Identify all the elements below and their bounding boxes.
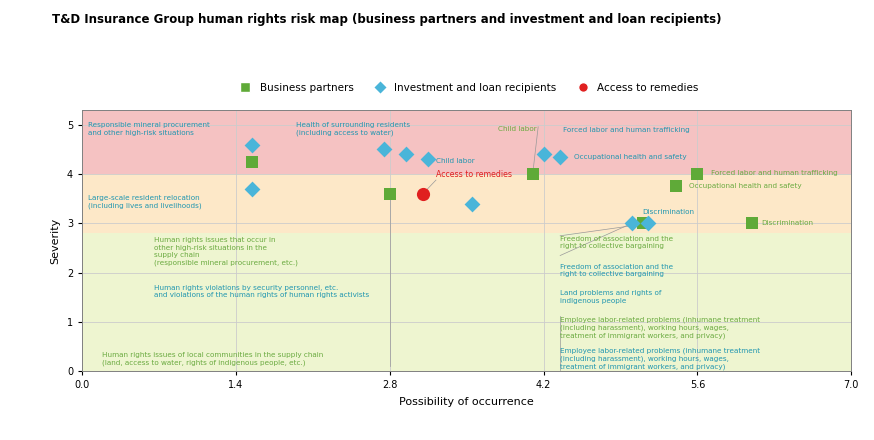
Point xyxy=(537,151,551,158)
Text: Land problems and rights of
indigenous people: Land problems and rights of indigenous p… xyxy=(560,290,662,304)
Point xyxy=(553,154,567,161)
Bar xyxy=(82,233,851,371)
Point xyxy=(416,191,430,198)
Text: Human rights issues of local communities in the supply chain
(land, access to wa: Human rights issues of local communities… xyxy=(102,352,323,366)
Point xyxy=(246,185,260,192)
Text: Employee labor-related problems (inhumane treatment
(including harassment), work: Employee labor-related problems (inhuman… xyxy=(560,348,760,370)
Point xyxy=(669,183,683,190)
Point xyxy=(625,220,639,227)
Text: Freedom of association and the
right to collective bargaining: Freedom of association and the right to … xyxy=(560,236,673,249)
Point xyxy=(641,220,655,227)
Text: Responsible mineral procurement
and other high-risk situations: Responsible mineral procurement and othe… xyxy=(87,122,210,136)
Point xyxy=(635,220,649,227)
Text: Access to remedies: Access to remedies xyxy=(436,170,512,179)
Text: Discrimination: Discrimination xyxy=(642,209,695,215)
Point xyxy=(383,191,397,198)
Y-axis label: Severity: Severity xyxy=(50,218,60,264)
Point xyxy=(746,220,760,227)
Text: Occupational health and safety: Occupational health and safety xyxy=(689,183,801,190)
Point xyxy=(399,151,413,158)
Text: Freedom of association and the
right to collective bargaining: Freedom of association and the right to … xyxy=(560,264,673,277)
Text: Child labor: Child labor xyxy=(436,158,475,164)
Text: Forced labor and human trafficking: Forced labor and human trafficking xyxy=(564,127,690,133)
Bar xyxy=(82,174,851,233)
Text: Human rights violations by security personnel, etc.
and violations of the human : Human rights violations by security pers… xyxy=(154,285,369,298)
Text: Employee labor-related problems (inhumane treatment
(including harassment), work: Employee labor-related problems (inhuman… xyxy=(560,316,760,339)
Point xyxy=(246,158,260,165)
Text: Child labor: Child labor xyxy=(497,126,537,132)
Text: Discrimination: Discrimination xyxy=(761,220,813,227)
Bar xyxy=(82,110,851,174)
Point xyxy=(690,171,704,178)
Text: Health of surrounding residents
(including access to water): Health of surrounding residents (includi… xyxy=(296,122,411,136)
Point xyxy=(465,200,479,207)
Legend: Business partners, Investment and loan recipients, Access to remedies: Business partners, Investment and loan r… xyxy=(231,79,703,97)
Point xyxy=(378,146,392,153)
Text: T&D Insurance Group human rights risk map (business partners and investment and : T&D Insurance Group human rights risk ma… xyxy=(52,13,722,26)
X-axis label: Possibility of occurrence: Possibility of occurrence xyxy=(399,397,534,407)
Point xyxy=(421,156,435,163)
Text: Forced labor and human trafficking: Forced labor and human trafficking xyxy=(711,170,837,176)
Text: Occupational health and safety: Occupational health and safety xyxy=(574,154,687,160)
Point xyxy=(246,141,260,148)
Text: Large-scale resident relocation
(including lives and livelihoods): Large-scale resident relocation (includi… xyxy=(87,195,201,209)
Text: Human rights issues that occur in
other high-risk situations in the
supply chain: Human rights issues that occur in other … xyxy=(154,237,297,266)
Point xyxy=(525,171,539,178)
